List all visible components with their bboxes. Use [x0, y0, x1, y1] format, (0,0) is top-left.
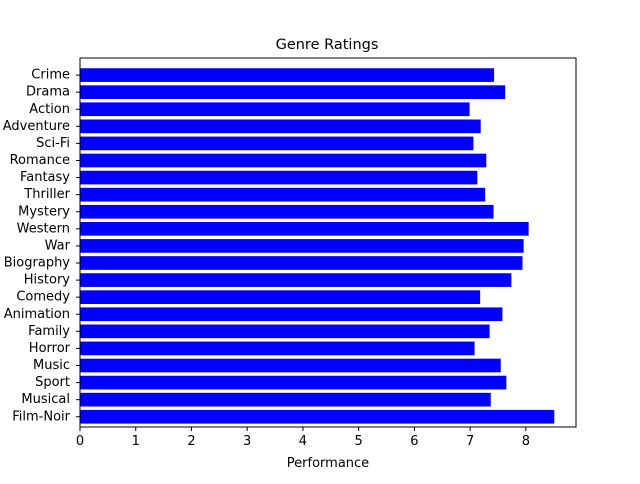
chart-title: Genre Ratings: [276, 37, 379, 53]
y-tick-label: Animation: [4, 307, 70, 322]
y-tick-label: Crime: [31, 68, 70, 83]
y-tick-label: Sci-Fi: [36, 136, 70, 151]
y-tick-label: Action: [29, 102, 70, 117]
y-tick-label: Thriller: [23, 187, 70, 202]
bar-musical: [80, 392, 491, 407]
bar-sci-fi: [80, 136, 474, 151]
x-tick-label: 7: [466, 434, 474, 449]
y-tick-label: Adventure: [3, 119, 70, 134]
x-axis-label: Performance: [287, 456, 369, 471]
y-tick-label: History: [24, 273, 71, 288]
y-tick-label: Mystery: [18, 204, 70, 219]
bar-biography: [80, 256, 523, 270]
y-tick-label: Music: [33, 358, 70, 373]
plot-frame: [79, 57, 577, 428]
x-tick-label: 0: [76, 434, 84, 449]
bar-animation: [80, 307, 503, 322]
bar-film-noir: [80, 409, 555, 424]
x-tick-label: 5: [355, 434, 363, 449]
y-tick-label: Western: [17, 221, 70, 236]
y-tick-label: Film-Noir: [12, 409, 70, 424]
bar-history: [80, 273, 512, 287]
x-tick-label: 8: [522, 434, 530, 449]
bar-romance: [80, 153, 487, 168]
y-tick-label: Musical: [21, 392, 70, 407]
bar-thriller: [80, 187, 486, 202]
bar-adventure: [80, 119, 481, 134]
y-tick-label: Fantasy: [20, 170, 70, 185]
x-tick-label: 6: [410, 434, 418, 449]
bar-crime: [80, 68, 495, 82]
bar-fantasy: [80, 170, 478, 185]
x-axis: 0 1 2 3 4 5 6 7 8: [76, 427, 530, 449]
y-axis: Crime Drama Action Adventure Sci-Fi Romance Fa…: [3, 68, 80, 424]
y-tick-label: War: [45, 238, 71, 253]
x-tick-label: 3: [243, 434, 251, 449]
bar-horror: [80, 341, 475, 356]
x-tick-label: 2: [187, 434, 195, 449]
x-tick-label: 4: [299, 434, 307, 449]
x-tick-label: 1: [132, 434, 140, 449]
y-tick-label: Horror: [29, 341, 71, 356]
y-tick-label: Romance: [10, 153, 70, 168]
bar-comedy: [80, 290, 481, 304]
bar-music: [80, 358, 501, 373]
bar-family: [80, 324, 490, 339]
bar-drama: [80, 85, 506, 99]
bar-mystery: [80, 204, 494, 219]
bar-action: [80, 102, 470, 117]
y-tick-label: Biography: [4, 256, 71, 271]
bar-western: [80, 222, 529, 236]
y-tick-label: Family: [28, 324, 70, 339]
bar-war: [80, 239, 524, 253]
y-tick-label: Sport: [35, 375, 70, 390]
bar-sport: [80, 375, 507, 390]
y-tick-label: Drama: [26, 85, 70, 100]
bars-group: [80, 68, 555, 424]
y-tick-label: Comedy: [16, 290, 70, 305]
